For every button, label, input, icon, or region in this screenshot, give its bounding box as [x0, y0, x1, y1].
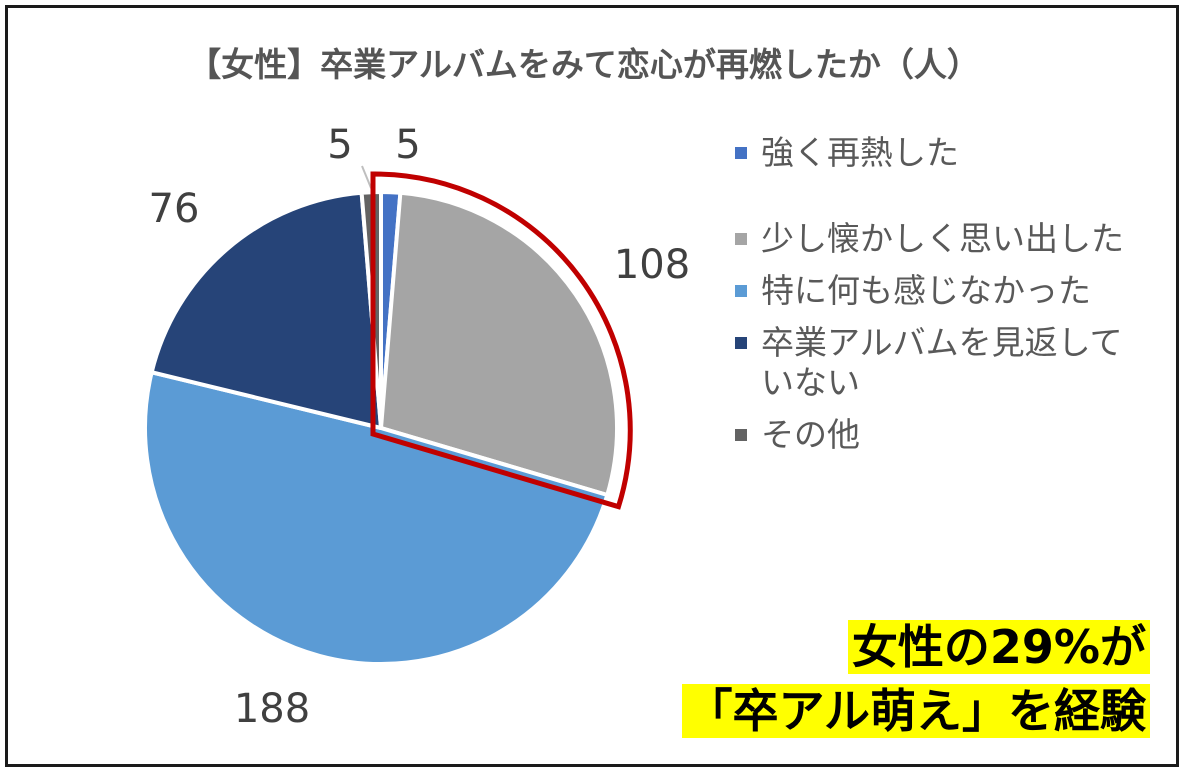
callout-line-1: 女性の29%が [682, 618, 1150, 676]
callout-line-2: 「卒アル萌え」を経験 [682, 682, 1150, 740]
legend: 強く再熱した 少し懐かしく思い出した 特に何も感じなかった 卒業アルバムを見返し… [735, 133, 1135, 467]
data-label-other: 5 [327, 122, 352, 168]
legend-swatch [735, 429, 747, 441]
legend-label: 特に何も感じなかった [761, 271, 1091, 310]
leader-lines [361, 165, 373, 189]
pie-slice-nostalgic [379, 190, 619, 497]
data-label-felt-nothing: 188 [234, 686, 310, 732]
leader-line-other [361, 165, 373, 189]
data-labels: 5 108 188 76 5 [149, 122, 691, 732]
pie-slice-felt-nothing [143, 370, 610, 667]
data-label-not-looked: 76 [149, 186, 200, 232]
legend-swatch [735, 233, 747, 245]
chart-title: 【女性】卒業アルバムをみて恋心が再燃したか（人） [188, 45, 980, 84]
legend-swatch [735, 337, 747, 349]
legend-item-felt-nothing: 特に何も感じなかった [735, 271, 1131, 311]
pie-slice-not-looked [149, 190, 383, 430]
legend-swatch [735, 147, 747, 159]
legend-label: 少し懐かしく思い出した [761, 219, 1124, 258]
legend-label: その他 [761, 415, 860, 454]
legend-item-not-looked: 卒業アルバムを見返していない [735, 323, 1131, 403]
legend-item-other: その他 [735, 415, 1131, 455]
legend-item-nostalgic: 少し懐かしく思い出した [735, 219, 1131, 259]
callout-text-1: 女性の29%が [847, 620, 1150, 674]
pie-slices [143, 190, 619, 667]
highlight-outline [370, 171, 633, 510]
legend-label: 卒業アルバムを見返していない [761, 323, 1123, 402]
legend-swatch [735, 285, 747, 297]
callout: 女性の29%が 「卒アル萌え」を経験 [682, 612, 1150, 740]
legend-item-strongly-rekindled: 強く再熱した [735, 133, 1131, 173]
data-label-strongly-rekindled: 5 [395, 122, 420, 168]
legend-label: 強く再熱した [761, 133, 959, 172]
data-label-nostalgic: 108 [614, 242, 690, 288]
callout-text-2: 「卒アル萌え」を経験 [682, 684, 1150, 738]
